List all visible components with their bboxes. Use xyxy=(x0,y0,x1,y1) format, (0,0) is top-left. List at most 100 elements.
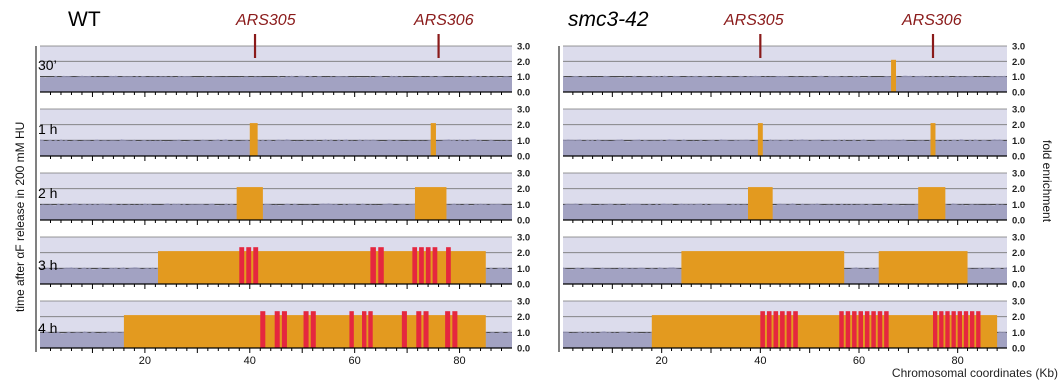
baseline-signal-area xyxy=(563,139,1007,156)
y-tick-label: 2.0 xyxy=(517,57,530,68)
wt-ars306-label: ARS306 xyxy=(414,12,474,29)
highly-enriched-segment xyxy=(368,311,373,348)
y-tick-label: 0.0 xyxy=(517,152,530,163)
highly-enriched-segment xyxy=(378,247,384,284)
y-tick-label: 3.0 xyxy=(1012,297,1025,308)
enriched-region xyxy=(681,251,845,284)
track-row: 3.0 2.0 1.0 0.0 xyxy=(40,297,530,355)
highly-enriched-segment xyxy=(446,247,451,284)
x-tick-label: 80 xyxy=(952,355,964,367)
highly-enriched-segment xyxy=(253,247,259,284)
y-tick-label: 1.0 xyxy=(517,264,530,275)
baseline-signal-area xyxy=(563,203,1007,220)
highly-enriched-segment xyxy=(939,311,944,348)
y-tick-label: 1.0 xyxy=(517,200,530,211)
enriched-region xyxy=(930,123,936,156)
track-row: 3.0 2.0 1.0 0.0 xyxy=(563,105,1025,163)
fold-enrichment-axis-label: fold enrichment xyxy=(1040,140,1054,223)
y-tick-label: 0.0 xyxy=(1012,344,1025,355)
highly-enriched-segment xyxy=(445,311,451,348)
enriched-region xyxy=(878,251,968,284)
highly-enriched-segment xyxy=(425,247,431,284)
highly-enriched-segment xyxy=(260,311,266,348)
y-tick-label: 3.0 xyxy=(517,233,530,244)
enriched-region xyxy=(891,59,896,92)
y-tick-label: 2.0 xyxy=(517,120,530,131)
track-row: 3.0 2.0 1.0 0.0 xyxy=(563,169,1025,227)
y-tick-label: 1.0 xyxy=(1012,136,1025,147)
x-tick-label: 40 xyxy=(754,355,766,367)
highly-enriched-segment xyxy=(780,311,785,348)
y-tick-label: 3.0 xyxy=(517,42,530,53)
highly-enriched-segment xyxy=(362,311,367,348)
y-tick-label: 1.0 xyxy=(1012,328,1025,339)
highly-enriched-segment xyxy=(786,311,792,348)
highly-enriched-segment xyxy=(416,311,422,348)
x-tick-label: 60 xyxy=(853,355,865,367)
enriched-region xyxy=(158,251,486,284)
y-tick-label: 1.0 xyxy=(1012,200,1025,211)
y-tick-label: 3.0 xyxy=(517,105,530,116)
x-axis-caption: Chromosomal coordinates (Kb) xyxy=(891,366,1058,380)
y-tick-label: 2.0 xyxy=(517,312,530,323)
x-tick-label: 40 xyxy=(244,355,256,367)
chart-panel-1: 3.0 2.0 1.0 0.0 3.0 2.0 1.0 0.0 3.0 2.0 1.0 0.0 3.0 2… xyxy=(558,34,1025,367)
highly-enriched-segment xyxy=(412,247,418,284)
y-tick-label: 2.0 xyxy=(517,248,530,259)
y-tick-label: 3.0 xyxy=(1012,42,1025,53)
y-tick-label: 0.0 xyxy=(517,88,530,99)
x-tick-label: 60 xyxy=(349,355,361,367)
wt-ars305-label: ARS305 xyxy=(236,12,296,29)
highly-enriched-segment xyxy=(845,311,851,348)
track-row: 3.0 2.0 1.0 0.0 xyxy=(40,233,530,291)
y-tick-label: 0.0 xyxy=(1012,88,1025,99)
x-tick-label: 80 xyxy=(453,355,465,367)
enriched-region xyxy=(249,123,258,156)
timepoint-label-3h: 3 h xyxy=(38,257,58,273)
baseline-signal-area xyxy=(563,75,1007,92)
track-row: 3.0 2.0 1.0 0.0 xyxy=(563,233,1025,291)
y-tick-label: 1.0 xyxy=(1012,72,1025,83)
highly-enriched-segment xyxy=(246,247,252,284)
highly-enriched-segment xyxy=(951,311,956,348)
y-tick-label: 1.0 xyxy=(1012,264,1025,275)
highly-enriched-segment xyxy=(760,311,765,348)
highly-enriched-segment xyxy=(864,311,870,348)
y-tick-label: 0.0 xyxy=(1012,216,1025,227)
highly-enriched-segment xyxy=(401,311,407,348)
highly-enriched-segment xyxy=(239,247,245,284)
highly-enriched-segment xyxy=(933,311,938,348)
enriched-region xyxy=(414,187,447,220)
x-tick-label: 20 xyxy=(139,355,151,367)
y-tick-label: 1.0 xyxy=(517,72,530,83)
timepoint-label-30min: 30’ xyxy=(38,57,57,73)
baseline-signal-area xyxy=(40,75,512,92)
timepoint-label-1h: 1 h xyxy=(38,121,58,137)
timepoint-label-4h: 4 h xyxy=(38,320,58,336)
highly-enriched-segment xyxy=(858,311,863,348)
highly-enriched-segment xyxy=(884,311,889,348)
enriched-region xyxy=(757,123,763,156)
y-tick-label: 2.0 xyxy=(517,184,530,195)
baseline-signal-area xyxy=(40,139,512,156)
highly-enriched-segment xyxy=(281,311,287,348)
baseline-signal-area xyxy=(40,203,512,220)
enriched-region xyxy=(918,187,946,220)
highly-enriched-segment xyxy=(274,311,280,348)
smc3-ars306-label: ARS306 xyxy=(902,12,962,29)
track-row: 3.0 2.0 1.0 0.0 xyxy=(40,42,530,99)
highly-enriched-segment xyxy=(963,311,969,348)
wt-panel-title: WT xyxy=(68,8,101,31)
track-row: 3.0 2.0 1.0 0.0 xyxy=(40,169,530,227)
highly-enriched-segment xyxy=(423,311,429,348)
y-tick-label: 0.0 xyxy=(1012,152,1025,163)
x-tick-label: 20 xyxy=(656,355,668,367)
smc3-ars305-label: ARS305 xyxy=(724,12,784,29)
y-tick-label: 2.0 xyxy=(1012,57,1025,68)
highly-enriched-segment xyxy=(976,311,981,348)
y-tick-label: 1.0 xyxy=(517,328,530,339)
highly-enriched-segment xyxy=(793,311,798,348)
y-tick-label: 0.0 xyxy=(517,344,530,355)
smc3-panel-title: smc3-42 xyxy=(568,8,649,31)
y-tick-label: 1.0 xyxy=(517,136,530,147)
